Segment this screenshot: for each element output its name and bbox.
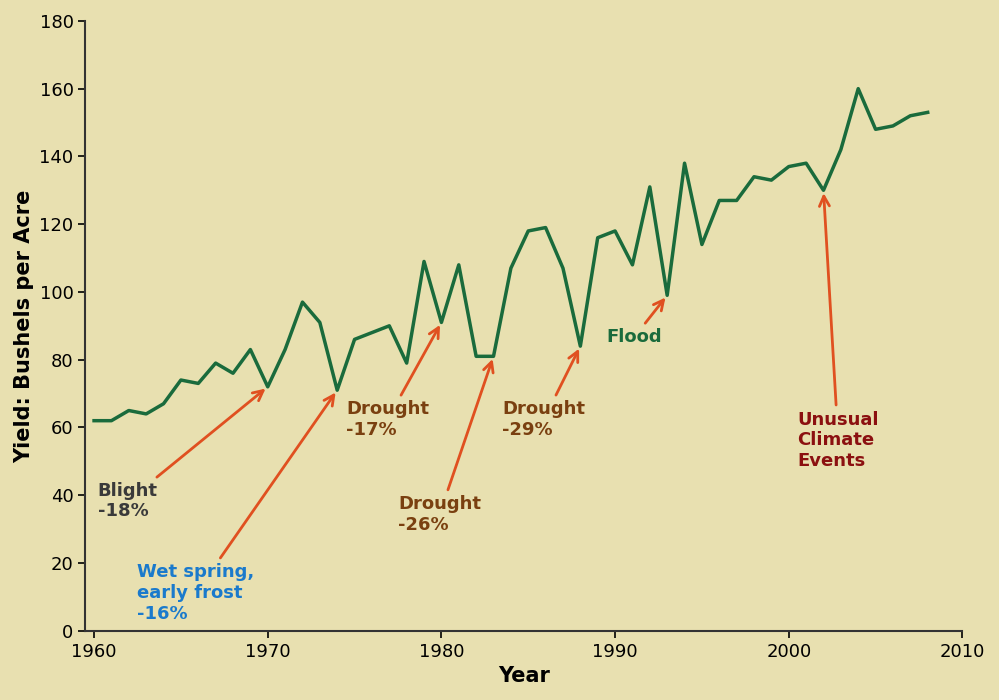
- Text: Drought
-17%: Drought -17%: [346, 328, 439, 439]
- Text: Drought
-26%: Drought -26%: [398, 362, 494, 534]
- Text: Blight
-18%: Blight -18%: [98, 391, 263, 521]
- Text: Unusual
Climate
Events: Unusual Climate Events: [797, 196, 879, 470]
- Text: Wet spring,
early frost
-16%: Wet spring, early frost -16%: [138, 395, 334, 622]
- Text: Flood: Flood: [606, 300, 663, 346]
- Y-axis label: Yield: Bushels per Acre: Yield: Bushels per Acre: [14, 189, 34, 463]
- Text: Drought
-29%: Drought -29%: [502, 351, 585, 439]
- X-axis label: Year: Year: [498, 666, 549, 686]
